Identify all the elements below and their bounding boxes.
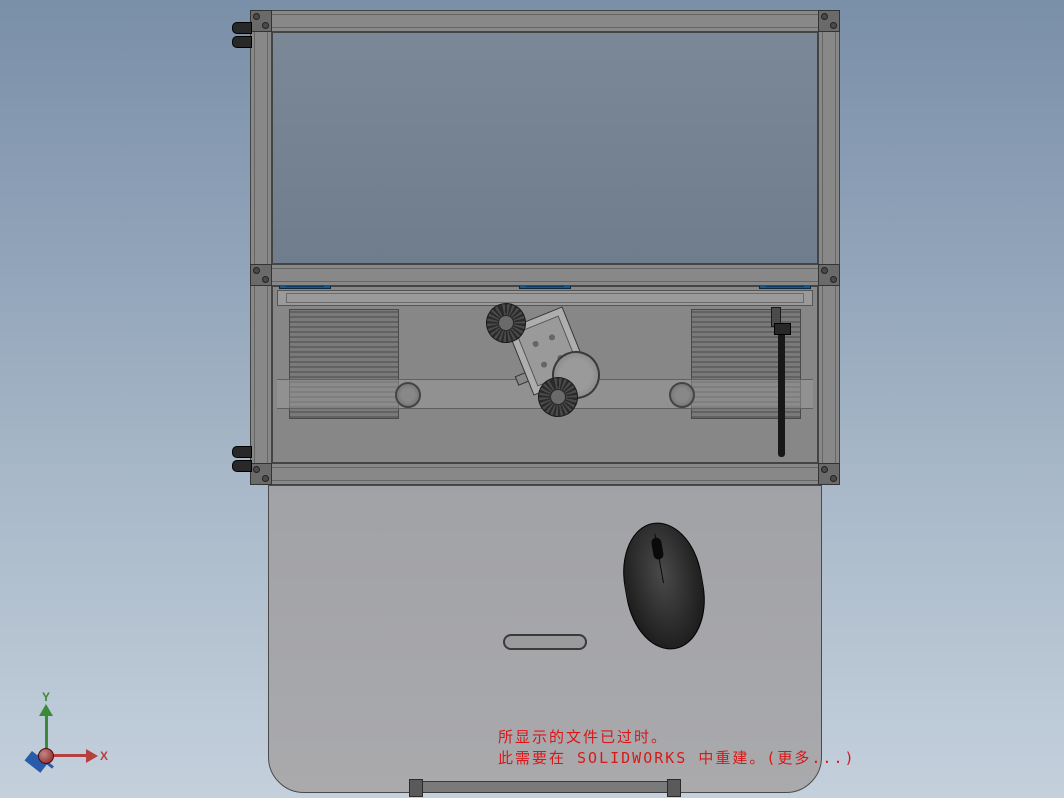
y-axis-label: Y	[42, 690, 50, 704]
y-axis	[45, 714, 48, 748]
cad-viewport[interactable]: X Y 所显示的文件已过时。 此需要在 SOLIDWORKS 中重建。(更多..…	[0, 0, 1064, 798]
mounting-ring	[669, 382, 695, 408]
warning-line-1: 所显示的文件已过时。	[498, 727, 856, 749]
top-panel	[272, 32, 818, 264]
corner-bracket	[818, 264, 840, 286]
view-orientation-triad[interactable]: X Y	[28, 694, 108, 774]
triad-origin	[38, 748, 54, 764]
stylus	[778, 327, 785, 457]
bottom-panel	[272, 286, 818, 463]
rebuild-warning[interactable]: 所显示的文件已过时。 此需要在 SOLIDWORKS 中重建。(更多...)	[498, 727, 856, 771]
x-axis-label: X	[100, 749, 108, 763]
corner-bracket	[250, 10, 272, 32]
internal-rail	[277, 290, 813, 306]
warning-line-2: 此需要在 SOLIDWORKS 中重建。(更多...)	[498, 748, 856, 770]
hinge	[232, 22, 250, 48]
corner-bracket	[818, 463, 840, 485]
frame-rail-left	[250, 10, 272, 485]
tray-handle-slot	[503, 634, 587, 650]
frame-rail-bottom	[250, 463, 840, 485]
cabinet-assembly	[250, 10, 840, 485]
corner-bracket	[818, 10, 840, 32]
hinge	[232, 446, 250, 472]
frame-rail-mid	[250, 264, 840, 286]
bar-foot	[667, 779, 681, 797]
frame-rail-right	[818, 10, 840, 485]
mounting-ring	[395, 382, 421, 408]
mouse-model	[614, 516, 713, 656]
frame-rail-top	[250, 10, 840, 32]
tray-support-bar	[410, 781, 680, 793]
corner-bracket	[250, 264, 272, 286]
x-axis	[54, 754, 88, 757]
central-mechanism	[480, 305, 610, 425]
bar-foot	[409, 779, 423, 797]
corner-bracket	[250, 463, 272, 485]
